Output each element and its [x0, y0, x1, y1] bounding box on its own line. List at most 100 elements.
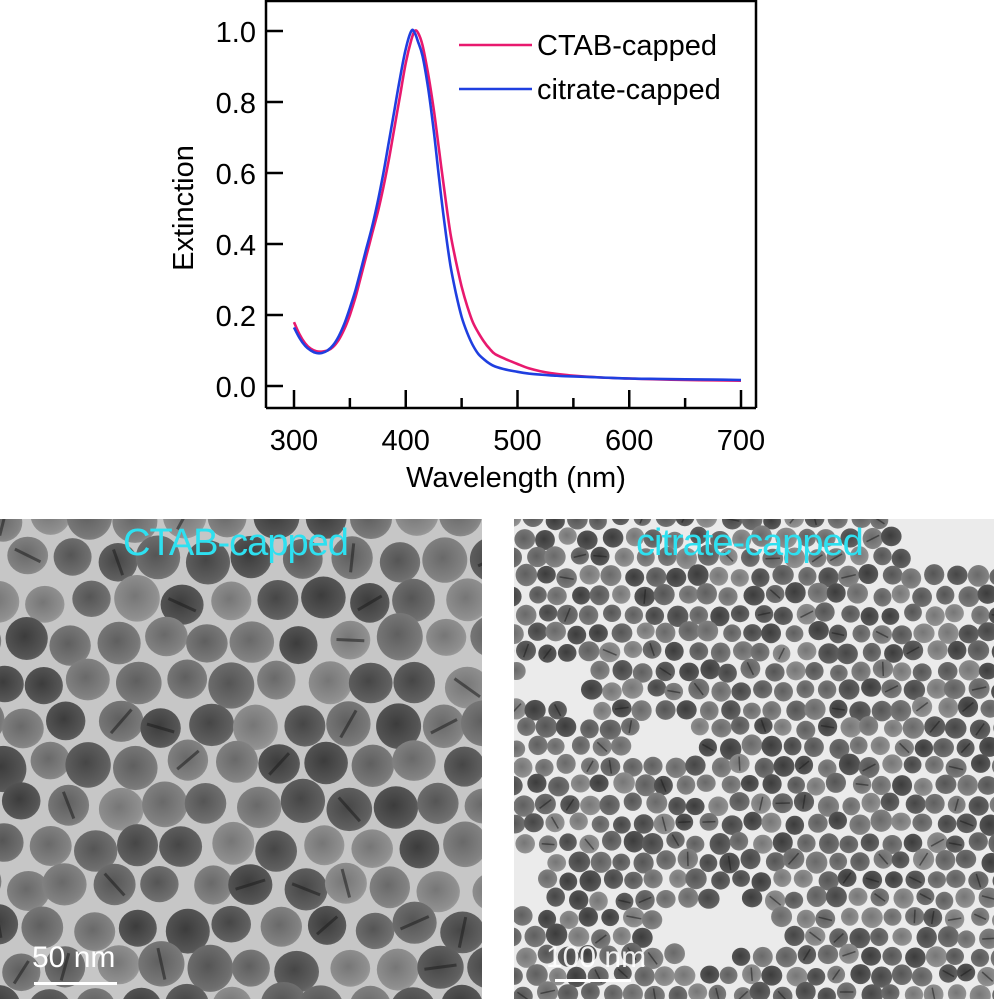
nanoparticle	[675, 519, 695, 527]
nanoparticle	[547, 586, 567, 606]
nanoparticle	[991, 760, 994, 773]
nanoparticle	[399, 829, 440, 869]
nanoparticle	[989, 796, 994, 813]
nanoparticle	[392, 740, 436, 781]
nanoparticle	[825, 772, 846, 793]
nanoparticle	[29, 826, 72, 866]
nanoparticle	[557, 946, 579, 967]
nanoparticle	[72, 580, 111, 617]
nanoparticle	[958, 624, 979, 644]
nanoparticle	[514, 967, 523, 985]
nanoparticle	[971, 754, 991, 773]
nanoparticle	[636, 622, 655, 640]
nanoparticle	[862, 642, 881, 662]
nanoparticle	[749, 981, 771, 999]
nanoparticle	[348, 662, 393, 704]
nanoparticle	[775, 946, 797, 968]
nanoparticle	[698, 888, 720, 909]
nanoparticle	[369, 866, 410, 909]
nanoparticle	[142, 781, 188, 828]
nanoparticle	[991, 645, 994, 658]
x-tick-label: 300	[270, 425, 318, 457]
nanoparticle	[826, 583, 846, 603]
nanoparticle	[216, 740, 258, 783]
nanoparticle	[257, 660, 296, 700]
nanoparticle	[784, 891, 804, 909]
nanoparticle	[611, 623, 633, 643]
nanoparticle	[740, 775, 759, 792]
nanoparticle	[603, 869, 624, 889]
nanoparticle	[968, 796, 989, 816]
nanoparticle	[612, 585, 631, 604]
nanoparticle	[977, 967, 994, 987]
nanoparticle	[622, 983, 643, 999]
nanoparticle	[514, 519, 522, 527]
nanoparticle	[646, 792, 668, 814]
nanoparticle	[559, 872, 578, 891]
nanoparticle	[873, 547, 892, 566]
nanoparticle	[884, 719, 903, 738]
nanoparticle	[417, 782, 459, 824]
nanoparticle	[795, 981, 816, 999]
nanoparticle	[785, 625, 804, 643]
nanoparticle	[442, 984, 482, 999]
nanoparticle	[842, 797, 861, 816]
nanoparticle	[653, 584, 675, 606]
nanoparticle	[850, 964, 871, 985]
nanoparticle	[667, 605, 689, 627]
nanoparticle	[350, 985, 390, 999]
nanoparticle	[140, 866, 179, 903]
nanoparticle	[762, 701, 782, 721]
nanoparticle	[870, 736, 890, 756]
nanoparticle	[280, 778, 326, 823]
nanoparticle	[977, 622, 994, 642]
nanoparticle	[689, 526, 708, 545]
nanoparticle	[980, 699, 994, 718]
nanoparticle	[588, 624, 608, 643]
nanoparticle	[581, 679, 603, 700]
nanoparticle	[721, 775, 741, 794]
tem-image-ctab: CTAB-capped 50 nm	[0, 519, 482, 999]
nanoparticle	[816, 529, 836, 548]
nanoparticle	[849, 736, 868, 755]
nanoparticle	[469, 539, 482, 580]
nanoparticle	[643, 869, 663, 889]
nanoparticle	[761, 965, 783, 986]
series-citrate-capped	[292, 28, 742, 382]
nanoparticle	[825, 886, 847, 908]
nanoparticle	[514, 986, 533, 999]
nanoparticle	[911, 967, 933, 987]
nanoparticle	[351, 744, 394, 787]
nanoparticle	[538, 869, 558, 889]
nanoparticle	[31, 989, 69, 999]
nanoparticle	[904, 986, 924, 999]
nanoparticle	[743, 811, 762, 831]
nanoparticle	[355, 912, 395, 950]
nanoparticle	[623, 792, 642, 811]
nanoparticle	[0, 874, 2, 889]
nanoparticle	[548, 776, 570, 797]
nanoparticle	[77, 988, 114, 999]
nanoparticle	[0, 580, 20, 623]
nanoparticle	[376, 613, 423, 661]
nanoparticle	[524, 699, 546, 721]
nanoparticle	[773, 756, 795, 777]
nanoparticle	[697, 544, 719, 566]
nanoparticle	[700, 659, 721, 680]
nanoparticle	[873, 588, 892, 607]
nanoparticle	[883, 908, 902, 926]
nanoparticle	[578, 907, 598, 927]
nanoparticle	[722, 519, 743, 530]
nanoparticle	[523, 813, 544, 833]
nanoparticle	[938, 622, 959, 644]
nanoparticle	[557, 644, 577, 662]
nanoparticle	[796, 909, 816, 929]
nanoparticle	[773, 606, 793, 625]
nanoparticle	[416, 871, 460, 913]
nanoparticle	[0, 665, 24, 703]
nanoparticle	[719, 966, 738, 984]
nanoparticle	[947, 565, 968, 585]
nanoparticle	[625, 568, 645, 587]
nanoparticle	[771, 906, 793, 928]
nanoparticle	[611, 519, 630, 526]
